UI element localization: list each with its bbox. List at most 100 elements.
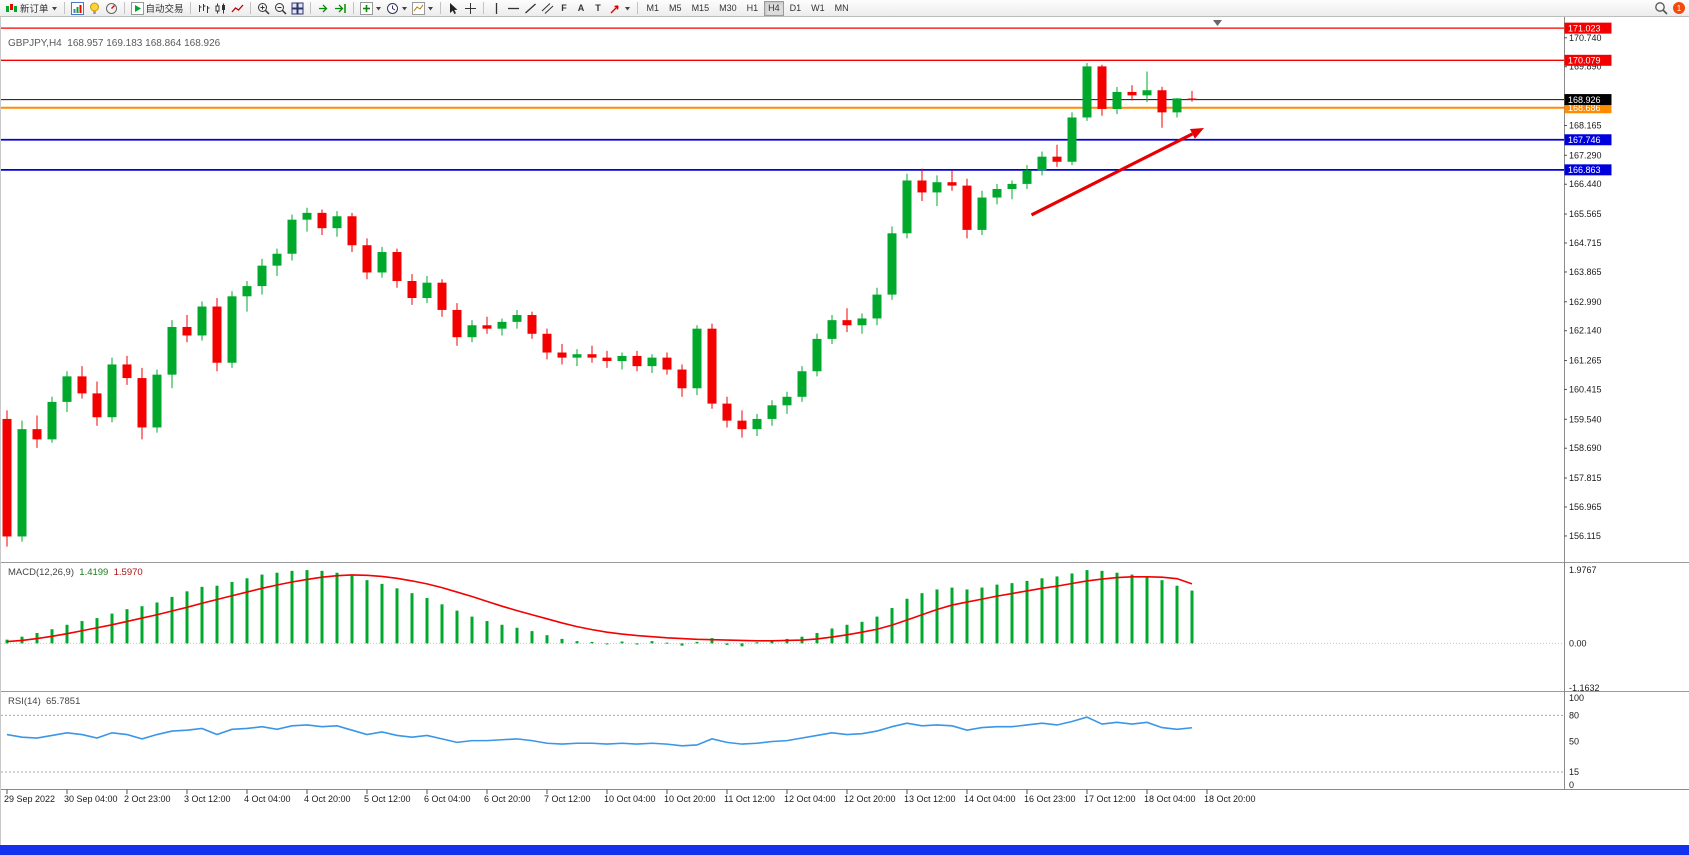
candle-up	[512, 315, 522, 322]
timeframe-button-D1[interactable]: D1	[789, 2, 802, 13]
auto-scroll-button[interactable]	[316, 1, 331, 16]
search-button[interactable]	[1653, 1, 1668, 16]
price-tick-label: 165.565	[1569, 209, 1602, 219]
rsi-scale-label: 15	[1569, 767, 1579, 777]
candle-up	[692, 328, 702, 389]
macd-bar	[200, 586, 204, 644]
timeframe-button-W1[interactable]: W1	[811, 2, 825, 13]
macd-scale-label: -1.1632	[1569, 683, 1600, 693]
trend-arrow[interactable]	[1030, 128, 1205, 217]
candle-up	[377, 252, 387, 273]
autotrading-button[interactable]: 自动交易	[129, 1, 186, 15]
timeframe-button-M30[interactable]: M30	[719, 2, 737, 13]
candle-down	[527, 315, 537, 334]
time-label: 17 Oct 12:00	[1084, 794, 1136, 804]
rsi-scale-label: 80	[1569, 710, 1579, 720]
profiles-button[interactable]	[87, 1, 102, 16]
charts-button[interactable]	[70, 1, 85, 16]
candle-up	[857, 318, 867, 326]
macd-bar	[125, 609, 129, 644]
zoom-out-button[interactable]	[273, 1, 288, 16]
candle-up	[1172, 98, 1182, 113]
macd-bar	[170, 596, 174, 644]
time-label: 3 Oct 12:00	[184, 794, 231, 804]
candle-down	[587, 354, 597, 358]
zoom-in-icon	[257, 2, 270, 15]
candle-up	[872, 294, 882, 319]
candle-down	[407, 280, 417, 299]
vertical-line-tool[interactable]	[489, 1, 504, 16]
chart-shift-marker[interactable]	[1213, 20, 1222, 26]
cursor-button[interactable]	[446, 1, 461, 16]
separator	[309, 2, 311, 14]
price-level-chip	[1564, 22, 1612, 34]
time-label: 7 Oct 12:00	[544, 794, 591, 804]
candle-up	[782, 396, 792, 406]
trendline-tool[interactable]	[523, 1, 538, 16]
timeframe-button-M1[interactable]: M1	[646, 2, 660, 13]
candle-down	[212, 306, 222, 363]
candle-down	[122, 364, 132, 379]
symbol-period-label: GBPJPY,H4	[8, 38, 62, 49]
timeframe-button-H4[interactable]: H4	[764, 0, 784, 16]
candlestick-chart-button[interactable]	[213, 1, 228, 16]
time-axis[interactable]: 29 Sep 2022 30 Sep 04:00 2 Oct 23:00 3 Oct …	[4, 789, 1256, 805]
candle-up	[497, 321, 507, 329]
chart-background	[1, 17, 1689, 810]
price-tick-label: 161.265	[1569, 356, 1602, 366]
arrows-tool[interactable]	[607, 2, 633, 15]
candle-down	[317, 212, 327, 229]
line-chart-button[interactable]	[230, 1, 245, 16]
candle-down	[557, 352, 567, 358]
periods-button[interactable]	[384, 2, 410, 15]
timeframe-button-M5[interactable]: M5	[669, 2, 682, 13]
macd-bar	[965, 589, 969, 644]
macd-bar	[140, 606, 144, 644]
candle-up	[902, 180, 912, 234]
chart-shift-button[interactable]	[333, 1, 348, 16]
candle-up	[617, 355, 627, 362]
price-tick-label: 160.415	[1569, 384, 1602, 394]
separator	[439, 2, 441, 14]
fibonacci-tool[interactable]: F	[557, 1, 572, 16]
chevron-down-icon	[51, 6, 57, 10]
crosshair-button[interactable]	[463, 1, 478, 16]
price-tick-label: 166.440	[1569, 179, 1602, 189]
candle-down	[347, 216, 357, 246]
text-label-tool[interactable]: T	[591, 1, 606, 16]
templates-button[interactable]	[410, 1, 436, 15]
ohlc-values: 168.957 169.183 168.864 168.926	[67, 38, 221, 49]
notification-badge[interactable]: 1	[1673, 2, 1685, 14]
bar-chart-button[interactable]	[196, 1, 211, 16]
macd-bar	[590, 641, 594, 644]
candle-down	[632, 355, 642, 367]
macd-label: MACD(12,26,9) 1.4199 1.5970	[8, 567, 143, 578]
zoom-in-button[interactable]	[256, 1, 271, 16]
candle-down	[917, 180, 927, 193]
macd-bar	[1190, 590, 1194, 644]
timeframe-button-H1[interactable]: H1	[746, 2, 759, 13]
macd-bar	[380, 583, 384, 644]
price-tick-label: 156.115	[1569, 531, 1601, 541]
macd-bar	[1085, 570, 1089, 644]
channel-tool[interactable]	[540, 1, 555, 16]
horizontal-line-tool[interactable]	[506, 1, 521, 16]
vertical-line-icon	[495, 2, 497, 14]
candle-up	[257, 265, 267, 287]
text-tool[interactable]: A	[574, 1, 589, 16]
candle-up	[272, 253, 282, 266]
timeframe-button-M15[interactable]: M15	[691, 2, 710, 13]
price-chart-canvas[interactable]: 170.740 169.890 168.165 167.290 166.440 165.5…	[1, 17, 1689, 810]
candle-down	[2, 418, 12, 537]
price-axis[interactable]: 170.740 169.890 168.165 167.290 166.440 165.5…	[1564, 22, 1612, 541]
indicators-button[interactable]	[358, 1, 384, 15]
macd-bar	[710, 638, 714, 644]
taskbar-strip	[0, 845, 1689, 855]
macd-bar	[1025, 580, 1029, 644]
candle-down	[32, 429, 42, 440]
timeframe-button-MN[interactable]: MN	[834, 2, 849, 13]
new-order-button[interactable]: 新订单	[3, 1, 60, 15]
alerts-button[interactable]	[104, 1, 119, 16]
tile-windows-button[interactable]	[290, 1, 305, 16]
